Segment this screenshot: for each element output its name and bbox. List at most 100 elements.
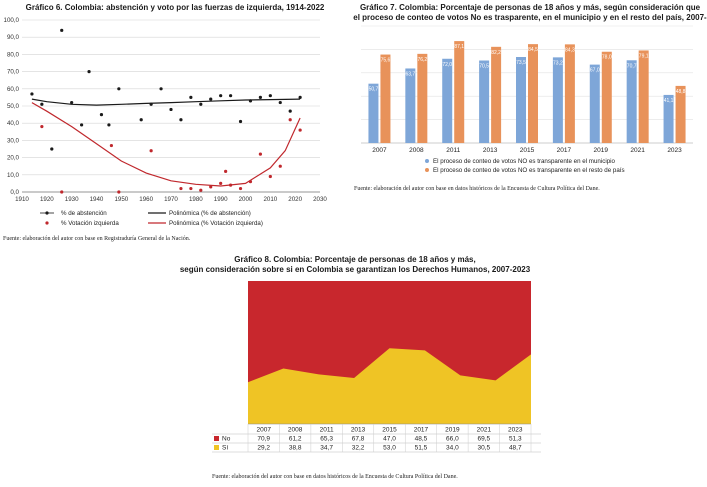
chart8-table-year: 2019 xyxy=(445,427,460,434)
chart8-title: Gráfico 8. Colombia: Porcentaje de perso… xyxy=(160,255,550,275)
chart6-abstention-point xyxy=(199,102,203,106)
chart6-abstention-point xyxy=(40,102,44,106)
chart7-legend-swatch xyxy=(425,159,429,163)
chart8-table-no-value: 66,0 xyxy=(446,436,459,443)
chart7-bar xyxy=(552,57,563,143)
chart6-legend-label: % de abstención xyxy=(61,210,107,217)
chart6-left-vote-point xyxy=(219,181,223,185)
chart7-bar xyxy=(564,44,575,143)
chart6-left-vote-trendline xyxy=(31,102,301,187)
chart6-left-vote-point xyxy=(268,174,272,179)
chart6-left-vote-point xyxy=(199,188,203,192)
chart6-y-tick-label: 100,0 xyxy=(4,17,20,24)
chart8-table-no-value: 65,3 xyxy=(320,436,333,443)
chart6-x-tick-label: 2000 xyxy=(239,196,253,203)
chart7-bar-value-label: 72,0 xyxy=(442,62,452,68)
chart6-abstention-point xyxy=(189,95,193,99)
chart8-source: Fuente: elaboración del autor con base e… xyxy=(212,474,458,480)
chart6-legend-label: Polinómica (% de abstención) xyxy=(169,210,251,217)
chart7-x-tick-label: 2013 xyxy=(483,147,498,154)
chart7-bar-value-label: 50,7 xyxy=(369,87,379,93)
chart8-table-si-value: 34,0 xyxy=(446,445,459,452)
chart7-source: Fuente: elaboración del autor con base e… xyxy=(354,186,600,192)
chart8-table-si-value: 38,8 xyxy=(289,445,302,452)
chart8-table-year: 2013 xyxy=(351,427,366,434)
chart6-abstention-point xyxy=(50,147,54,151)
chart8-table-si-value: 32,2 xyxy=(352,445,365,452)
chart6-y-tick-label: 80,0 xyxy=(7,51,20,58)
chart6-abstention-point xyxy=(169,107,173,112)
chart7-bar xyxy=(638,50,649,143)
chart6-abstention-point xyxy=(209,97,213,101)
chart6-legend-label: Polinómica (% Votación izquierda) xyxy=(169,220,263,227)
chart6-left-vote-point xyxy=(189,186,193,191)
chart6-x-tick-label: 1970 xyxy=(164,196,178,203)
chart6-y-tick-label: 20,0 xyxy=(7,155,20,162)
chart7-legend-label: El proceso de conteo de votos NO es tran… xyxy=(433,158,616,165)
chart7-bar xyxy=(442,58,453,144)
chart8-table-year: 2008 xyxy=(288,427,303,434)
chart7-bar-value-label: 70,7 xyxy=(627,63,637,69)
chart7-legend-swatch xyxy=(425,168,429,172)
chart6-abstention-point xyxy=(258,95,262,99)
chart6-abstention-point xyxy=(107,123,111,127)
chart6-left-vote-point xyxy=(288,118,292,122)
chart7-bar-value-label: 78,0 xyxy=(602,55,612,61)
chart7-bar-value-label: 75,6 xyxy=(381,58,391,64)
chart7-x-tick-label: 2021 xyxy=(630,147,645,154)
chart6-abstention-point xyxy=(298,95,302,99)
chart6-abstention-point xyxy=(30,92,34,96)
chart7-bar xyxy=(368,83,379,143)
chart6-abstention-point xyxy=(159,87,163,91)
chart7-bar-value-label: 84,3 xyxy=(565,47,575,53)
chart8-title-line1: Gráfico 8. Colombia: Porcentaje de perso… xyxy=(234,255,476,264)
chart6-left-vote-point xyxy=(149,149,153,153)
chart7-bar xyxy=(380,54,391,143)
chart7-bar xyxy=(516,57,526,143)
chart7-bar xyxy=(626,60,637,143)
chart8-table-si-value: 30,5 xyxy=(478,445,491,452)
chart8-si-area xyxy=(248,348,531,424)
chart7-bar-value-label: 48,8 xyxy=(676,89,686,95)
chart8-table-si-value: 48,7 xyxy=(509,445,522,452)
chart7-bar xyxy=(454,41,465,143)
chart7-bar xyxy=(405,68,416,143)
chart7-x-tick-label: 2017 xyxy=(557,147,572,154)
chart7-bar-value-label: 67,0 xyxy=(590,68,600,74)
chart7-bar xyxy=(601,51,612,143)
chart6-y-tick-label: 10,0 xyxy=(7,172,20,179)
chart6-abstention-point xyxy=(248,99,253,103)
chart8-table-si-value: 29,2 xyxy=(257,445,270,452)
chart6-background xyxy=(0,14,350,236)
chart7-bar-value-label: 79,1 xyxy=(639,53,649,59)
chart6-abstention-point xyxy=(60,28,64,32)
chart6-abstention-point xyxy=(179,118,183,122)
chart8-table-year: 2017 xyxy=(414,427,429,434)
chart6-y-tick-label: 60,0 xyxy=(7,86,20,93)
chart8-legend-label-no: No xyxy=(222,436,231,443)
chart7-bar-value-label: 41,1 xyxy=(664,98,674,104)
chart6-left-vote-point xyxy=(179,186,183,191)
chart6-left-vote-point xyxy=(209,185,213,189)
chart8-legend-swatch-si xyxy=(214,445,219,450)
chart6-x-tick-label: 1950 xyxy=(114,196,128,203)
chart6-x-tick-label: 1920 xyxy=(40,196,54,203)
chart6-abstention-point xyxy=(139,118,143,122)
chart7-bar xyxy=(589,64,600,143)
chart7-x-tick-label: 2015 xyxy=(520,147,535,154)
chart8-table-si-value: 34,7 xyxy=(320,445,333,452)
chart8-table-no-value: 70,9 xyxy=(257,436,270,443)
chart6-abstention-point xyxy=(99,113,104,117)
chart8-table-year: 2007 xyxy=(256,427,271,434)
chart6-abstention-point xyxy=(238,119,243,124)
chart8-table-no-value: 47,0 xyxy=(383,436,396,443)
chart8-table-no-value: 51,3 xyxy=(509,436,522,443)
chart6-svg: 0,0 10,0 20,0 30,0 40,0 50,0 60,0 70,0 80,0 90,0 1… xyxy=(0,14,350,236)
chart6-x-tick-label: 2030 xyxy=(313,196,327,203)
chart8-table-year: 2023 xyxy=(508,427,523,434)
chart6-x-tick-label: 2020 xyxy=(288,196,302,203)
chart6-y-tick-label: 0,0 xyxy=(10,189,19,196)
chart8-table-no-value: 48,5 xyxy=(415,436,428,443)
chart6-left-vote-point xyxy=(248,180,253,184)
chart6-abstention-point xyxy=(149,102,153,106)
